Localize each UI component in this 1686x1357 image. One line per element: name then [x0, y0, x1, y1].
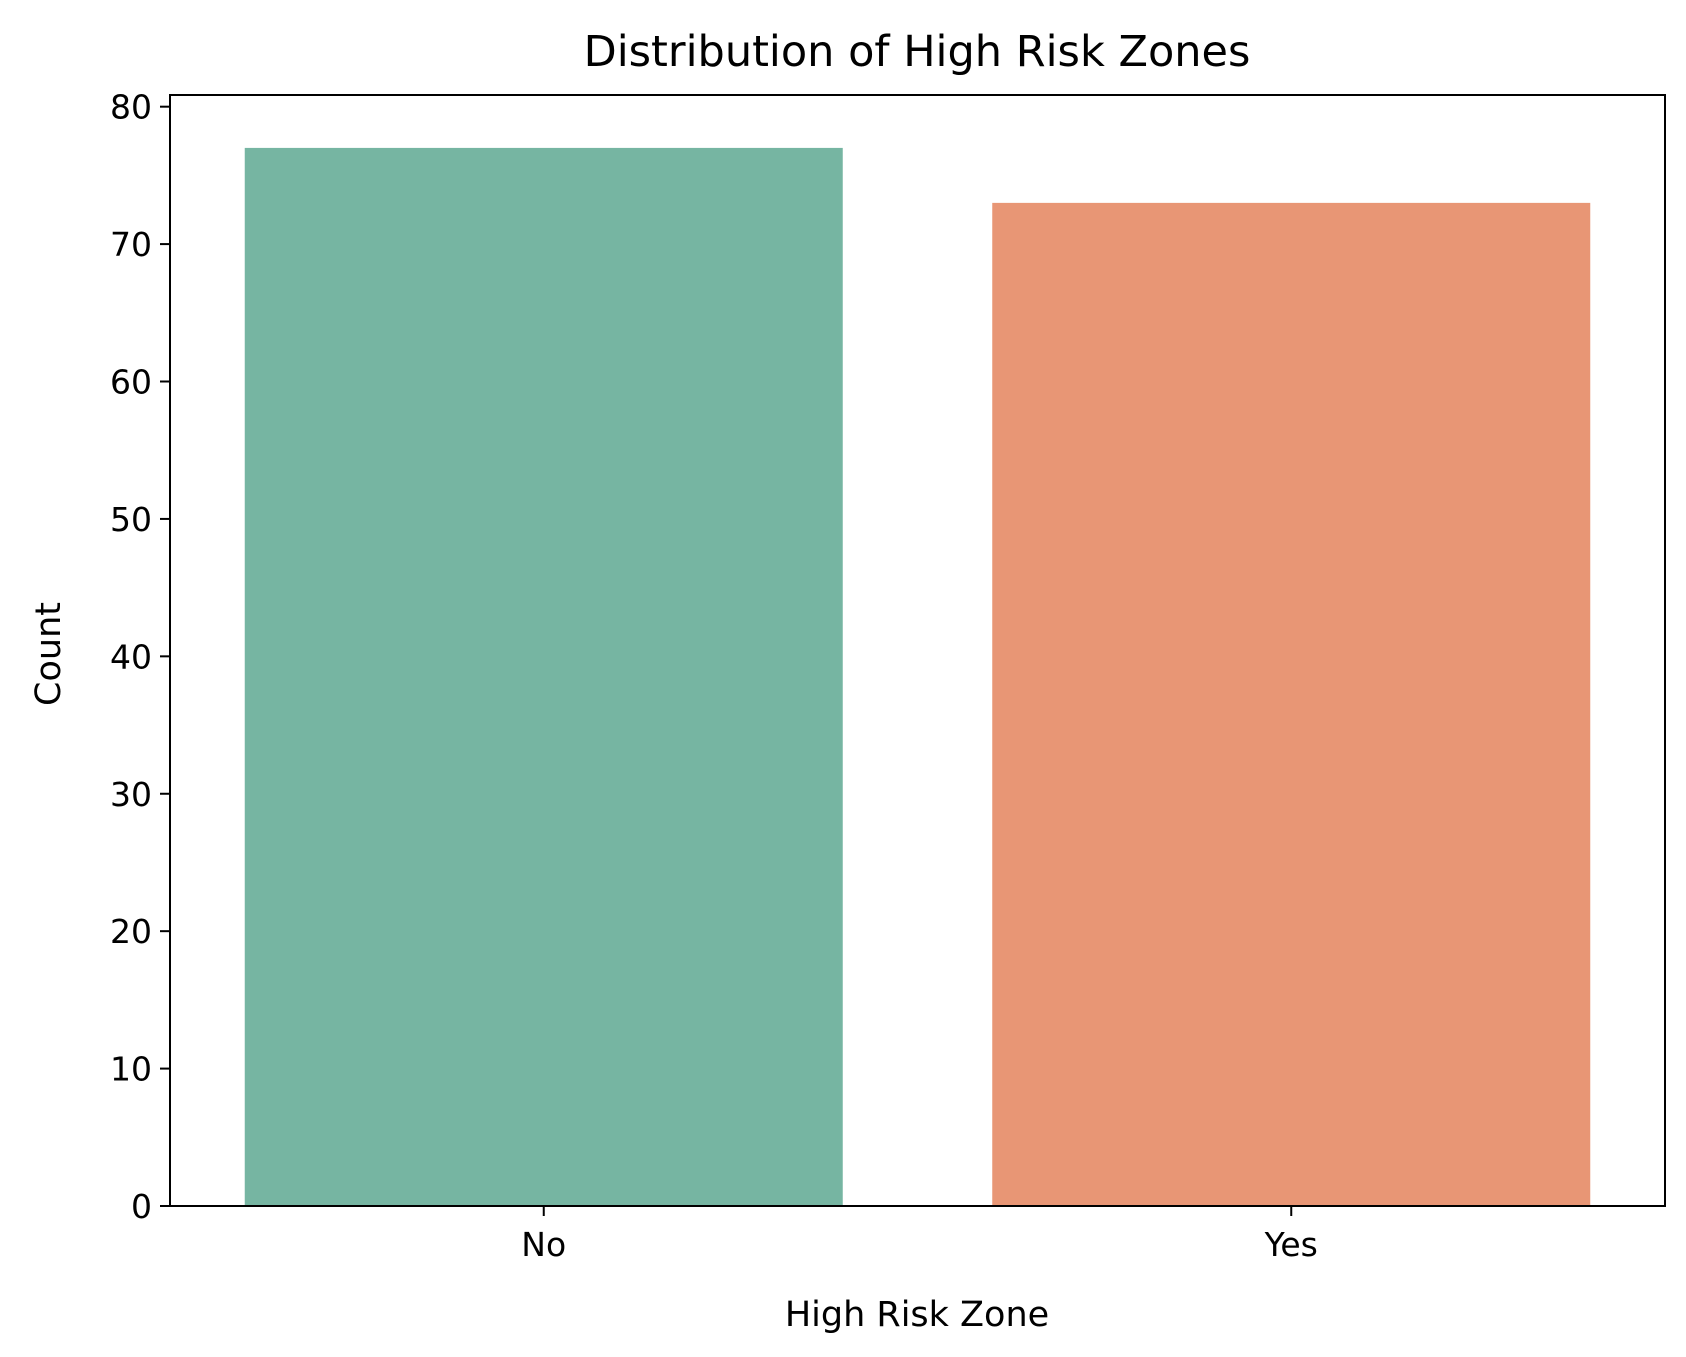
x-tick-label: No: [521, 1225, 566, 1264]
x-axis-label: High Risk Zone: [785, 1295, 1049, 1335]
y-tick-label: 0: [131, 1187, 152, 1226]
y-axis-label: Count: [29, 602, 69, 706]
bars-layer: [244, 147, 1591, 1207]
y-tick-label: 50: [110, 500, 152, 539]
x-tick-label: Yes: [1264, 1225, 1318, 1264]
y-tick-label: 20: [110, 912, 152, 951]
x-axis-ticks: No Yes: [521, 1206, 1318, 1264]
bar-no: [244, 147, 843, 1206]
plot-frame: [169, 94, 1666, 1207]
y-axis-ticks: 0 10 20 30 40 50 60 70 80: [110, 88, 170, 1226]
y-tick-label: 30: [110, 775, 152, 814]
chart-title: Distribution of High Risk Zones: [584, 27, 1251, 77]
y-tick-label: 70: [110, 225, 152, 264]
bar-yes: [992, 202, 1591, 1207]
y-tick-label: 80: [110, 88, 152, 127]
y-tick-label: 40: [110, 637, 152, 676]
y-tick-label: 60: [110, 363, 152, 402]
y-tick-label: 10: [110, 1050, 152, 1089]
